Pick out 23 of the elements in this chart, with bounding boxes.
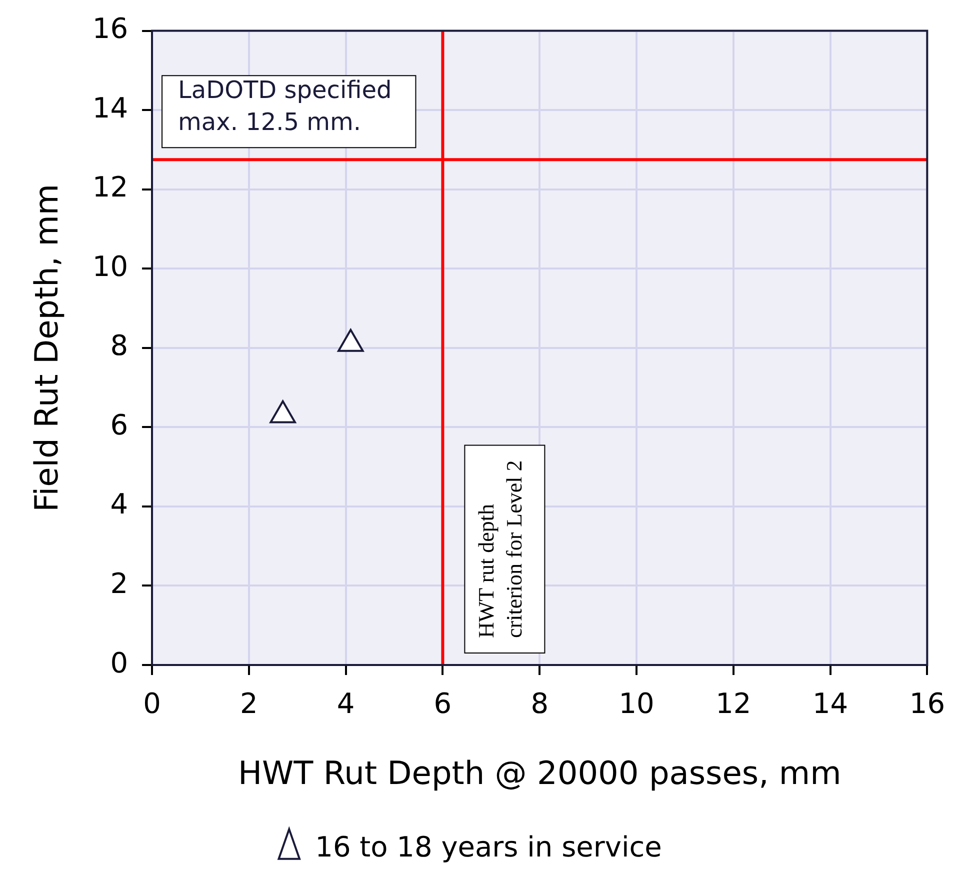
- y-tick-label: 14: [92, 91, 128, 124]
- x-tick-label: 4: [336, 687, 355, 720]
- y-axis-title: Field Rut Depth, mm: [28, 184, 66, 512]
- legend-label: 16 to 18 years in service: [315, 830, 662, 864]
- y-tick-label: 8: [110, 329, 128, 362]
- y-tick-label: 12: [92, 170, 128, 204]
- x-tick-label: 8: [530, 687, 549, 720]
- x-tick-label: 10: [618, 687, 654, 720]
- y-tick-label: 10: [92, 250, 128, 283]
- y-tick-label: 4: [110, 488, 128, 521]
- x-tick-label: 0: [143, 687, 161, 720]
- y-tick-label: 6: [110, 408, 128, 442]
- y-tick-label: 2: [110, 567, 128, 600]
- x-tick-label: 16: [909, 687, 946, 720]
- x-tick-label: 12: [716, 687, 752, 720]
- y-tick-label: 16: [92, 12, 128, 46]
- x-tick-label: 2: [240, 687, 258, 720]
- x-tick-label: 6: [434, 687, 452, 720]
- y-tick-label: 0: [110, 646, 128, 680]
- x-tick-label: 14: [812, 687, 848, 720]
- ref-line-label: LaDOTD specified max. 12.5 mm.: [178, 76, 392, 136]
- ref-line-label: HWT rut depth criterion for Level 2: [473, 460, 526, 638]
- x-axis-title: HWT Rut Depth @ 20000 passes, mm: [238, 754, 842, 792]
